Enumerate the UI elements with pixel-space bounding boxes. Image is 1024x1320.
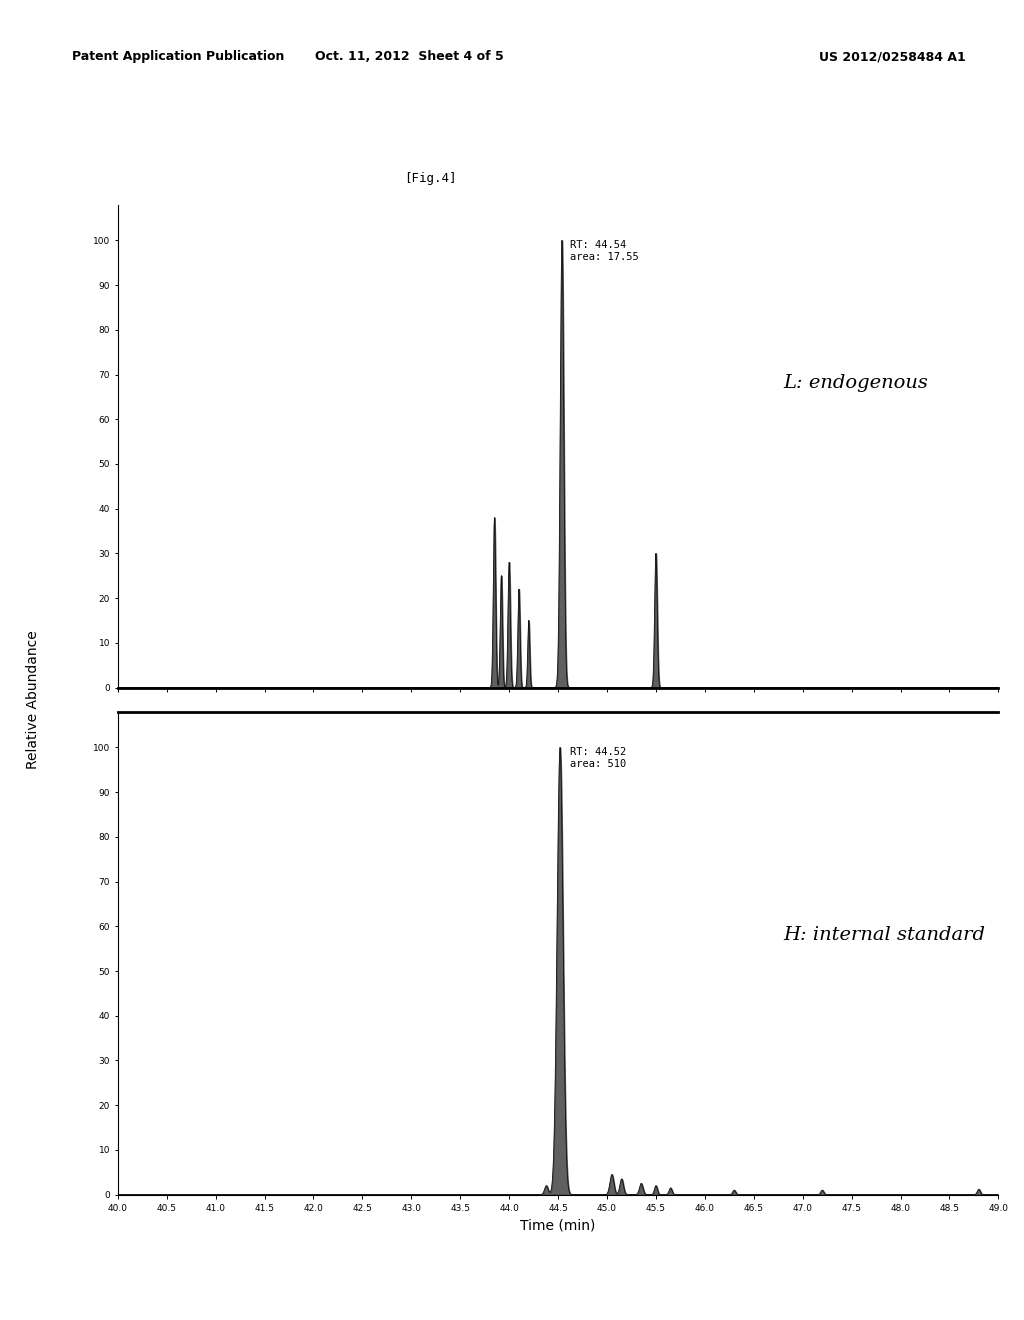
Text: [Fig.4]: [Fig.4] [403,172,457,185]
X-axis label: Time (min): Time (min) [520,1218,596,1232]
Text: Oct. 11, 2012  Sheet 4 of 5: Oct. 11, 2012 Sheet 4 of 5 [315,50,504,63]
Text: Relative Abundance: Relative Abundance [26,630,40,770]
Text: H: internal standard: H: internal standard [783,927,985,944]
Text: Patent Application Publication: Patent Application Publication [72,50,284,63]
Text: RT: 44.52
area: 510: RT: 44.52 area: 510 [569,747,626,770]
Text: US 2012/0258484 A1: US 2012/0258484 A1 [819,50,966,63]
Text: RT: 44.54
area: 17.55: RT: 44.54 area: 17.55 [569,240,639,261]
Text: L: endogenous: L: endogenous [783,375,928,392]
